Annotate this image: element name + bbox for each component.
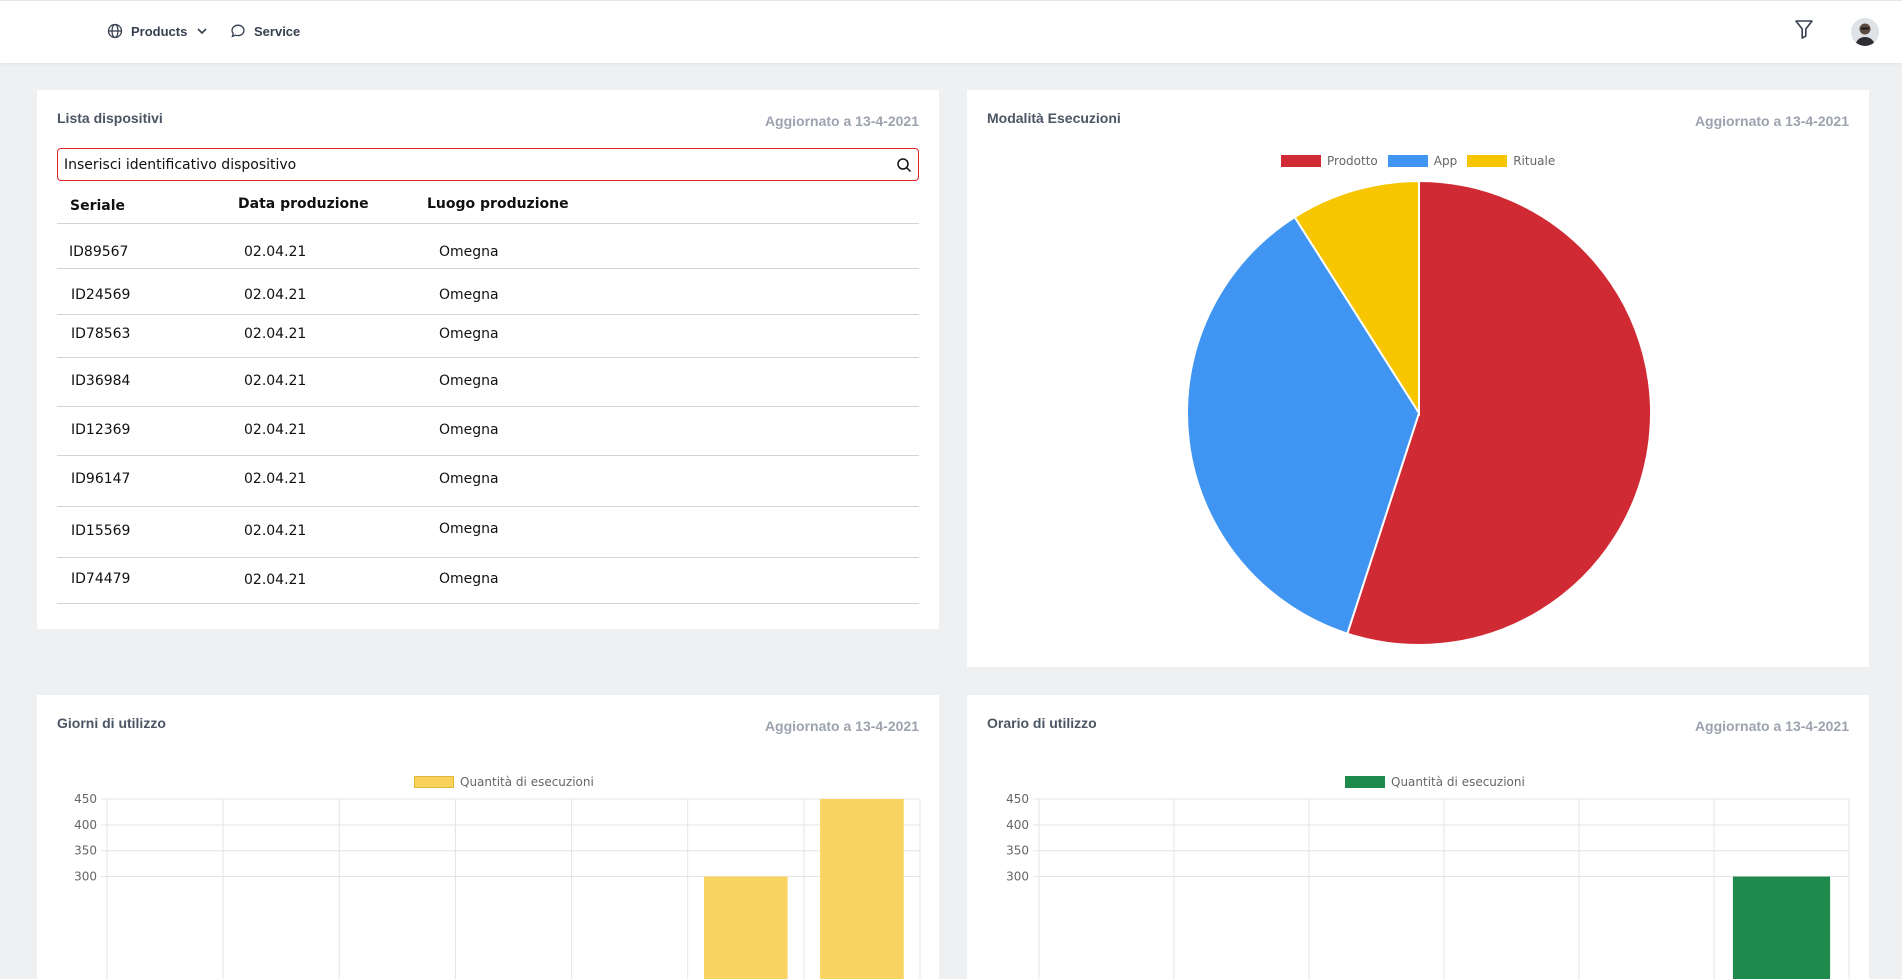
cell-place: Omegna bbox=[439, 422, 499, 438]
cell-serial: ID78563 bbox=[71, 326, 131, 342]
cell-place: Omegna bbox=[439, 471, 499, 487]
legend-label: Quantità di esecuzioni bbox=[1391, 775, 1525, 789]
card-title: Modalità Esecuzioni bbox=[987, 110, 1121, 126]
device-search-input[interactable] bbox=[64, 155, 884, 175]
bar-legend: Quantità di esecuzioni bbox=[414, 775, 604, 789]
nav-products[interactable]: Products bbox=[107, 23, 209, 39]
chevron-down-icon bbox=[195, 24, 209, 38]
table-row[interactable]: ID12369 02.04.21 Omegna bbox=[57, 407, 919, 456]
y-tick-label: 400 bbox=[74, 818, 97, 832]
cell-serial: ID12369 bbox=[71, 422, 131, 438]
legend-label: Rituale bbox=[1513, 154, 1556, 168]
legend-item[interactable]: Quantità di esecuzioni bbox=[1345, 775, 1525, 789]
column-header-date[interactable]: Data produzione bbox=[238, 196, 369, 212]
globe-icon bbox=[107, 23, 123, 39]
column-header-place[interactable]: Luogo produzione bbox=[427, 196, 569, 212]
column-header-serial[interactable]: Seriale bbox=[70, 198, 126, 214]
nav-products-label: Products bbox=[131, 23, 188, 39]
cell-place: Omegna bbox=[439, 571, 499, 587]
cell-serial: ID36984 bbox=[71, 373, 131, 389]
cell-serial: ID15569 bbox=[71, 523, 131, 539]
table-row[interactable]: ID78563 02.04.21 Omegna bbox=[57, 315, 919, 358]
legend-label: Prodotto bbox=[1327, 154, 1378, 168]
days-bar-chart: 450 400 350 300 bbox=[74, 792, 921, 979]
y-tick-label: 300 bbox=[74, 870, 97, 884]
days-card: Giorni di utilizzo Aggiornato a 13-4-202… bbox=[37, 695, 939, 979]
legend-item[interactable]: Rituale bbox=[1467, 154, 1555, 168]
modes-card: Modalità Esecuzioni Aggiornato a 13-4-20… bbox=[967, 90, 1869, 667]
pie-slice-prodotto[interactable] bbox=[1346, 179, 1652, 646]
legend-swatch bbox=[1281, 155, 1321, 167]
pie-slice-rituale[interactable] bbox=[1293, 179, 1420, 417]
cell-date: 02.04.21 bbox=[244, 244, 307, 260]
cell-place: Omegna bbox=[439, 287, 499, 303]
legend-item[interactable]: App bbox=[1387, 154, 1458, 168]
cell-date: 02.04.21 bbox=[244, 523, 307, 539]
pie-chart bbox=[1186, 179, 1652, 646]
cell-date: 02.04.21 bbox=[244, 471, 307, 487]
pie-legend: Prodotto App Rituale bbox=[1281, 154, 1565, 168]
cell-date: 02.04.21 bbox=[244, 373, 307, 389]
cell-date: 02.04.21 bbox=[244, 287, 307, 303]
cell-serial: ID89567 bbox=[69, 244, 129, 260]
updated-timestamp: Aggiornato a 13-4-2021 bbox=[764, 113, 919, 129]
card-title: Orario di utilizzo bbox=[987, 715, 1097, 731]
table-row[interactable]: ID24569 02.04.21 Omegna bbox=[57, 269, 919, 315]
avatar[interactable] bbox=[1851, 18, 1879, 46]
legend-swatch bbox=[1467, 155, 1508, 167]
top-navbar: Products Service bbox=[0, 0, 1902, 63]
cell-serial: ID24569 bbox=[71, 287, 131, 303]
legend-item[interactable]: Prodotto bbox=[1281, 154, 1378, 168]
table-header: Seriale Data produzione Luogo produzione bbox=[57, 184, 919, 224]
legend-swatch bbox=[1387, 155, 1428, 167]
cell-date: 02.04.21 bbox=[244, 422, 307, 438]
table-row[interactable]: ID96147 02.04.21 Omegna bbox=[57, 456, 919, 507]
updated-timestamp: Aggiornato a 13-4-2021 bbox=[764, 718, 919, 734]
cell-serial: ID96147 bbox=[71, 471, 131, 487]
chat-bubble-icon bbox=[230, 23, 246, 39]
nav-service[interactable]: Service bbox=[230, 23, 300, 39]
legend-label: App bbox=[1433, 154, 1458, 168]
bar[interactable] bbox=[703, 876, 788, 979]
table-row[interactable]: ID74479 02.04.21 Omegna bbox=[57, 558, 919, 604]
table-row[interactable]: ID15569 02.04.21 Omegna bbox=[57, 507, 919, 558]
cell-serial: ID74479 bbox=[71, 571, 131, 587]
cell-date: 02.04.21 bbox=[244, 326, 307, 342]
hours-card: Orario di utilizzo Aggiornato a 13-4-202… bbox=[967, 695, 1869, 979]
cell-place: Omegna bbox=[439, 373, 499, 389]
updated-timestamp: Aggiornato a 13-4-2021 bbox=[1694, 113, 1849, 129]
card-title: Lista dispositivi bbox=[57, 110, 163, 126]
bar[interactable] bbox=[1732, 876, 1831, 979]
legend-label: Quantità di esecuzioni bbox=[460, 775, 594, 789]
device-search-box bbox=[57, 148, 919, 181]
table-row[interactable]: ID36984 02.04.21 Omegna bbox=[57, 358, 919, 407]
y-tick-label: 400 bbox=[1006, 818, 1029, 832]
search-icon[interactable] bbox=[896, 157, 912, 178]
legend-swatch bbox=[1345, 776, 1385, 788]
hours-bar-chart: 450 400 350 300 bbox=[1006, 792, 1850, 979]
bar[interactable] bbox=[820, 799, 904, 979]
bar-legend: Quantità di esecuzioni bbox=[1345, 775, 1535, 789]
cell-place: Omegna bbox=[439, 244, 499, 260]
cell-place: Omegna bbox=[439, 521, 499, 537]
pie-slice-app[interactable] bbox=[1186, 215, 1421, 635]
card-title: Giorni di utilizzo bbox=[57, 715, 166, 731]
legend-swatch bbox=[414, 776, 454, 788]
devices-card: Lista dispositivi Aggiornato a 13-4-2021… bbox=[37, 90, 939, 629]
legend-item[interactable]: Quantità di esecuzioni bbox=[414, 775, 594, 789]
nav-service-label: Service bbox=[254, 23, 301, 39]
y-tick-label: 350 bbox=[1006, 844, 1029, 858]
table-row[interactable]: ID89567 02.04.21 Omegna bbox=[57, 224, 919, 269]
cell-place: Omegna bbox=[439, 326, 499, 342]
cell-date: 02.04.21 bbox=[244, 572, 307, 588]
y-tick-label: 450 bbox=[1006, 792, 1029, 806]
filter-icon[interactable] bbox=[1794, 18, 1814, 45]
y-tick-label: 350 bbox=[74, 844, 97, 858]
y-tick-label: 300 bbox=[1006, 870, 1029, 884]
updated-timestamp: Aggiornato a 13-4-2021 bbox=[1694, 718, 1849, 734]
y-tick-label: 450 bbox=[74, 792, 97, 806]
